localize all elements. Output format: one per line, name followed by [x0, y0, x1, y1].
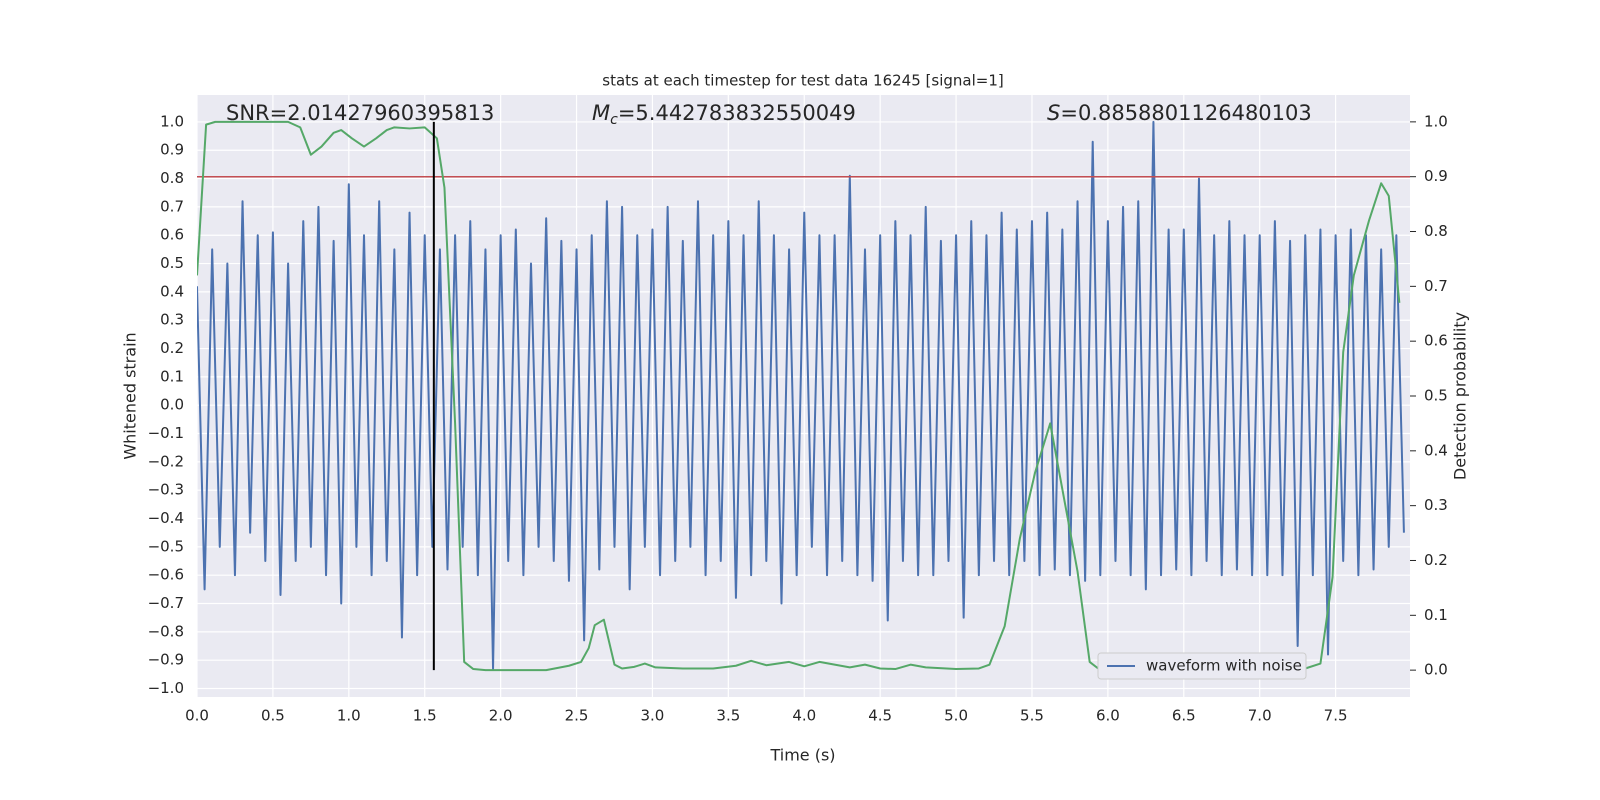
x-tick-label: 0.5	[261, 707, 285, 725]
y-tick-label: 0.8	[160, 169, 184, 187]
y2-tick-label: 0.2	[1424, 551, 1448, 569]
y-tick-label: −0.7	[148, 594, 184, 612]
y-tick-label: −0.1	[148, 424, 184, 442]
y-tick-label: 0.6	[160, 226, 184, 244]
y-tick-label: 1.0	[160, 112, 184, 130]
y-tick-label: −0.3	[148, 481, 184, 499]
y-axis-label: Whitened strain	[121, 332, 140, 459]
y2-tick-label: 0.9	[1424, 167, 1448, 185]
x-tick-label: 4.0	[792, 707, 816, 725]
annotation: SNR=2.01427960395813	[226, 101, 494, 125]
annotations: SNR=2.01427960395813 Mc=5.442783832550049…	[226, 101, 1312, 128]
y2-tick-label: 0.1	[1424, 606, 1448, 624]
y-tick-label: −0.6	[148, 566, 184, 584]
y-tick-label: 0.5	[160, 254, 184, 272]
annotation-symbol: M	[592, 101, 610, 125]
y2-tick-label: 0.3	[1424, 496, 1448, 514]
y-tick-label: 0.3	[160, 311, 184, 329]
annotation-subscript: c	[610, 112, 618, 128]
x-tick-label: 1.5	[413, 707, 437, 725]
y-tick-label: 0.9	[160, 141, 184, 159]
legend: waveform with noise	[1097, 652, 1307, 680]
y2-axis-label: Detection probability	[1451, 312, 1470, 480]
annotation-text: =0.8858801126480103	[1060, 101, 1311, 125]
annotation-text: SNR=2.01427960395813	[226, 101, 494, 125]
x-tick-label: 3.5	[716, 707, 740, 725]
plot-area	[197, 95, 1410, 697]
y-tick-label: −0.5	[148, 537, 184, 555]
y2-tick-label: 0.6	[1424, 332, 1448, 350]
legend-label: waveform with noise	[1146, 657, 1302, 675]
annotation-symbol: S	[1047, 101, 1060, 125]
x-tick-label: 0.0	[185, 707, 209, 725]
chart-title: stats at each timestep for test data 162…	[602, 72, 1003, 90]
x-tick-label: 6.0	[1096, 707, 1120, 725]
x-tick-label: 6.5	[1172, 707, 1196, 725]
x-tick-label: 4.5	[868, 707, 892, 725]
y-tick-label: −0.2	[148, 452, 184, 470]
y-tick-label: −0.8	[148, 622, 184, 640]
y-tick-label: −0.4	[148, 509, 184, 527]
y-tick-label: 0.7	[160, 197, 184, 215]
x-tick-label: 2.0	[489, 707, 513, 725]
y-tick-label: −1.0	[148, 679, 184, 697]
x-tick-label: 5.0	[944, 707, 968, 725]
annotation: S=0.8858801126480103	[1047, 101, 1312, 125]
y2-tick-label: 0.5	[1424, 387, 1448, 405]
y2-tick-label: 1.0	[1424, 112, 1448, 130]
y-tick-label: 0.0	[160, 396, 184, 414]
annotation: Mc=5.442783832550049	[592, 101, 856, 128]
y2-tick-label: 0.4	[1424, 441, 1448, 459]
x-tick-label: 1.0	[337, 707, 361, 725]
x-tick-label: 3.0	[641, 707, 665, 725]
y2-tick-label: 0.0	[1424, 661, 1448, 679]
y-tick-label: 0.2	[160, 339, 184, 357]
x-tick-label: 7.5	[1324, 707, 1348, 725]
legend-box	[1097, 652, 1307, 680]
x-tick-label: 7.0	[1248, 707, 1272, 725]
y-tick-label: 0.4	[160, 282, 184, 300]
y-tick-label: 0.1	[160, 367, 184, 385]
x-tick-label: 2.5	[565, 707, 589, 725]
x-axis-label: Time (s)	[769, 746, 835, 765]
x-tick-label: 5.5	[1020, 707, 1044, 725]
y2-tick-label: 0.8	[1424, 222, 1448, 240]
waveform-line	[197, 120, 1405, 670]
y2-tick-label: 0.7	[1424, 277, 1448, 295]
annotation-text: =5.442783832550049	[618, 101, 856, 125]
y-tick-label: −0.9	[148, 651, 184, 669]
